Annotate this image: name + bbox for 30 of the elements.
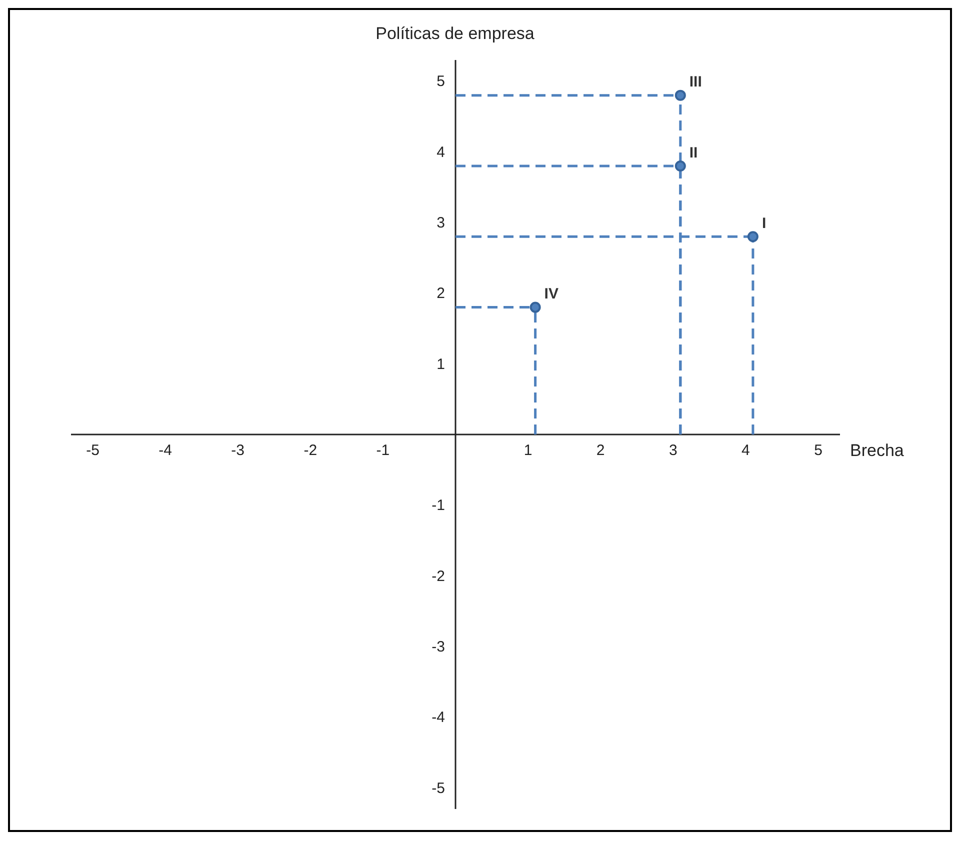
x-tick-label: -1 [376, 442, 390, 459]
x-tick-label: 1 [524, 442, 532, 459]
point [747, 231, 758, 242]
annotation: III [689, 74, 702, 91]
y-tick-label: 5 [436, 73, 445, 90]
x-tick-label: 2 [596, 442, 605, 459]
x-tick-label: -4 [158, 442, 172, 459]
x-tick-label: -2 [304, 442, 318, 459]
y-axis-title: Políticas de empresa [376, 24, 534, 44]
annotation: II [689, 144, 698, 162]
y-tick-label: 1 [436, 356, 445, 373]
y-tick-label: 3 [436, 214, 445, 232]
point [530, 302, 541, 313]
x-tick-label: 3 [668, 442, 678, 459]
y-tick-label: 2 [436, 285, 445, 302]
x-tick-label: 5 [814, 442, 822, 459]
x-tick-label: -5 [86, 442, 100, 459]
y-tick-label: -3 [432, 638, 445, 656]
y-tick-label: 4 [436, 144, 445, 161]
y-tick-label: -4 [432, 709, 445, 726]
y-tick-label: -1 [432, 497, 445, 514]
point [674, 160, 686, 172]
x-tick-label: 4 [742, 442, 750, 459]
x-tick-label: -3 [231, 442, 245, 459]
y-tick-label: -2 [432, 568, 445, 585]
annotation: I [762, 214, 766, 232]
point [674, 90, 686, 101]
annotation: IV [544, 286, 558, 303]
x-axis-title: Brecha [850, 441, 904, 461]
y-tick-label: -5 [432, 780, 445, 797]
